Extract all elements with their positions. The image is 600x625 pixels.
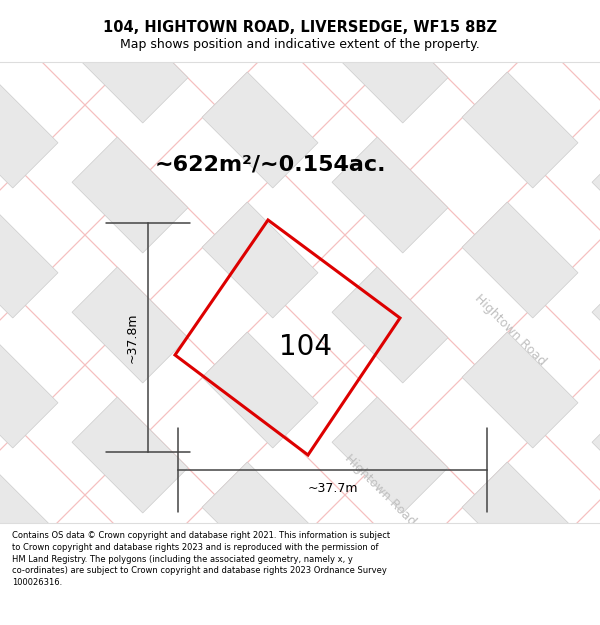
Polygon shape: [72, 7, 188, 123]
Polygon shape: [462, 0, 578, 58]
Polygon shape: [72, 397, 188, 513]
Polygon shape: [332, 397, 448, 513]
Polygon shape: [592, 397, 600, 513]
Text: Hightown Road: Hightown Road: [342, 452, 418, 528]
Polygon shape: [0, 462, 58, 578]
Text: ~37.7m: ~37.7m: [307, 481, 358, 494]
Polygon shape: [332, 137, 448, 253]
Polygon shape: [332, 267, 448, 383]
Polygon shape: [202, 462, 318, 578]
Text: 104: 104: [279, 333, 332, 361]
Polygon shape: [462, 202, 578, 318]
Polygon shape: [72, 527, 188, 625]
Polygon shape: [202, 332, 318, 448]
Text: ~37.8m: ~37.8m: [125, 312, 139, 362]
Text: Contains OS data © Crown copyright and database right 2021. This information is : Contains OS data © Crown copyright and d…: [12, 531, 390, 588]
Text: Hightown Road: Hightown Road: [472, 292, 548, 368]
Polygon shape: [202, 72, 318, 188]
Polygon shape: [592, 267, 600, 383]
Polygon shape: [72, 137, 188, 253]
Polygon shape: [462, 72, 578, 188]
Polygon shape: [462, 592, 578, 625]
Polygon shape: [592, 527, 600, 625]
Polygon shape: [332, 527, 448, 625]
Text: Map shows position and indicative extent of the property.: Map shows position and indicative extent…: [120, 38, 480, 51]
Polygon shape: [202, 0, 318, 58]
Bar: [0, 523, 600, 625]
Polygon shape: [592, 7, 600, 123]
Polygon shape: [462, 332, 578, 448]
Polygon shape: [202, 202, 318, 318]
Polygon shape: [0, 0, 58, 58]
Bar: [0, 0, 600, 62]
Text: 104, HIGHTOWN ROAD, LIVERSEDGE, WF15 8BZ: 104, HIGHTOWN ROAD, LIVERSEDGE, WF15 8BZ: [103, 20, 497, 35]
Polygon shape: [332, 7, 448, 123]
Polygon shape: [72, 267, 188, 383]
Text: ~622m²/~0.154ac.: ~622m²/~0.154ac.: [155, 155, 386, 175]
Polygon shape: [0, 332, 58, 448]
Polygon shape: [0, 202, 58, 318]
Polygon shape: [0, 72, 58, 188]
Polygon shape: [202, 592, 318, 625]
Polygon shape: [0, 592, 58, 625]
Polygon shape: [592, 137, 600, 253]
Polygon shape: [462, 462, 578, 578]
